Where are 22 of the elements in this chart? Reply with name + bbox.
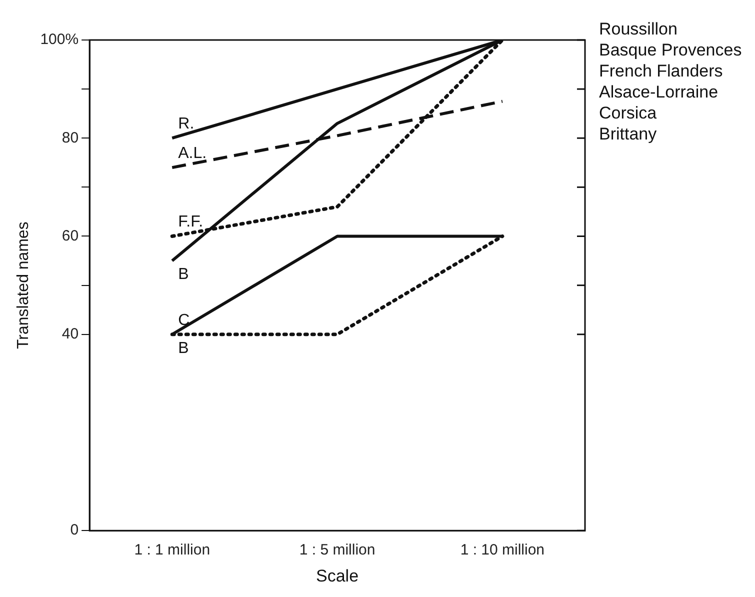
text: Alsace-Lorraine (599, 82, 718, 102)
text: Corsica (599, 104, 658, 123)
y-tick-label: 60 (62, 227, 79, 244)
x-tick-label: 1 : 5 million (299, 542, 376, 559)
y-tick-label: 100% (40, 31, 79, 48)
y-tick-label: 80 (62, 129, 79, 146)
text: Brittany (599, 124, 658, 144)
series-label: B (178, 266, 189, 284)
text: Roussillon (599, 20, 678, 39)
y-tick-label: 0 (70, 522, 79, 539)
series-label: B (178, 340, 189, 357)
series-label: C (178, 312, 190, 329)
x-axis-title: Scale (316, 566, 359, 586)
y-axis-title: Translated names (15, 222, 32, 350)
x-tick-label: 1 : 1 million (134, 542, 210, 559)
series-label: A.L. (178, 144, 207, 162)
series-label: R. (178, 116, 194, 133)
y-tick-label: 40 (62, 326, 79, 342)
series-label: F.F. (178, 214, 204, 231)
text: Basque Provences (599, 40, 742, 60)
text: French Flanders (599, 62, 723, 81)
x-tick-label: 1 : 10 million (460, 542, 545, 559)
